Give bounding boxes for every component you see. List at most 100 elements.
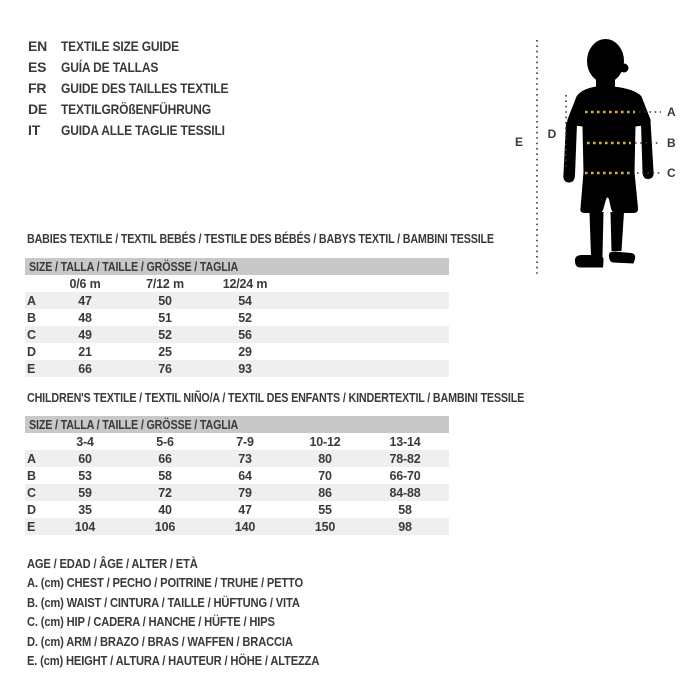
table-cell: 84-88 bbox=[389, 485, 421, 500]
marker-label-chest: A bbox=[667, 105, 676, 119]
table-cell: 66 bbox=[158, 451, 172, 466]
lang-row-de: DE TEXTILGRÖßENFÜHRUNG bbox=[28, 98, 235, 119]
table-row: E 104 106 140 150 98 bbox=[25, 518, 449, 535]
babies-section-title: BABIES TEXTILE / TEXTIL BEBÉS / TESTILE … bbox=[27, 232, 570, 246]
lang-row-en: EN TEXTILE SIZE GUIDE bbox=[28, 35, 198, 56]
column-header: 5-6 bbox=[156, 434, 174, 449]
marker-label-height: E bbox=[515, 135, 523, 149]
table-cell: 52 bbox=[158, 327, 172, 342]
column-header: 7/12 m bbox=[146, 276, 184, 291]
row-label: B bbox=[27, 310, 36, 325]
table-cell: 104 bbox=[74, 519, 96, 534]
table-cell: 56 bbox=[238, 327, 252, 342]
table-row: D 21 25 29 bbox=[25, 343, 449, 360]
size-header-bar: SIZE / TALLA / TAILLE / GRÖSSE / TAGLIA bbox=[25, 258, 449, 275]
table-cell: 40 bbox=[158, 502, 172, 517]
table-cell: 150 bbox=[314, 519, 336, 534]
table-cell: 47 bbox=[238, 502, 252, 517]
row-label: D bbox=[27, 502, 36, 517]
table-cell: 80 bbox=[318, 451, 332, 466]
table-row: A 47 50 54 bbox=[25, 292, 449, 309]
column-header: 0/6 m bbox=[69, 276, 101, 291]
row-label: E bbox=[27, 361, 36, 376]
table-cell: 58 bbox=[158, 468, 172, 483]
table-cell: 86 bbox=[318, 485, 332, 500]
lang-title: TEXTILE SIZE GUIDE bbox=[61, 37, 179, 54]
table-cell: 48 bbox=[78, 310, 92, 325]
table-row: D 35 40 47 55 58 bbox=[25, 501, 449, 518]
column-header: 7-9 bbox=[236, 434, 254, 449]
column-header-row: 3-4 5-6 7-9 10-12 13-14 bbox=[25, 433, 449, 450]
table-cell: 66 bbox=[78, 361, 92, 376]
legend-line-arm: D. (cm) ARM / BRAZO / BRAS / WAFFEN / BR… bbox=[27, 633, 293, 649]
column-header: 3-4 bbox=[76, 434, 94, 449]
size-header-label: SIZE / TALLA / TAILLE / GRÖSSE / TAGLIA bbox=[29, 259, 239, 274]
table-cell: 49 bbox=[78, 327, 92, 342]
size-header-bar: SIZE / TALLA / TAILLE / GRÖSSE / TAGLIA bbox=[25, 416, 449, 433]
table-cell: 60 bbox=[78, 451, 92, 466]
lang-code: FR bbox=[28, 79, 47, 96]
row-label: A bbox=[27, 293, 36, 308]
table-cell: 78-82 bbox=[389, 451, 421, 466]
child-silhouette-icon: A B C D E bbox=[515, 39, 676, 277]
table-cell: 50 bbox=[158, 293, 172, 308]
table-row: C 49 52 56 bbox=[25, 326, 449, 343]
table-cell: 73 bbox=[238, 451, 252, 466]
lang-title: TEXTILGRÖßENFÜHRUNG bbox=[61, 100, 211, 117]
column-header: 13-14 bbox=[389, 434, 421, 449]
table-cell: 72 bbox=[158, 485, 172, 500]
size-header-label: SIZE / TALLA / TAILLE / GRÖSSE / TAGLIA bbox=[29, 417, 239, 432]
lang-code: DE bbox=[28, 100, 48, 117]
marker-label-arm: D bbox=[548, 127, 557, 141]
column-header: 10-12 bbox=[309, 434, 341, 449]
legend-line-chest: A. (cm) CHEST / PECHO / POITRINE / TRUHE… bbox=[27, 575, 304, 591]
table-cell: 35 bbox=[78, 502, 92, 517]
legend-line-height: E. (cm) HEIGHT / ALTURA / HAUTEUR / HÖHE… bbox=[27, 652, 320, 668]
table-cell: 25 bbox=[158, 344, 172, 359]
lang-title: GUIDE DES TAILLES TEXTILE bbox=[61, 79, 229, 96]
table-cell: 51 bbox=[158, 310, 172, 325]
row-label: C bbox=[27, 485, 36, 500]
table-cell: 21 bbox=[78, 344, 92, 359]
babies-section-title-text: BABIES TEXTILE / TEXTIL BEBÉS / TESTILE … bbox=[27, 232, 494, 246]
table-cell: 52 bbox=[238, 310, 252, 325]
table-cell: 106 bbox=[154, 519, 176, 534]
legend-line-hip: C. (cm) HIP / CADERA / HANCHE / HÜFTE / … bbox=[27, 614, 275, 630]
legend-line-age: AGE / EDAD / ÂGE / ALTER / ETÀ bbox=[27, 556, 198, 571]
row-label: E bbox=[27, 519, 36, 534]
table-cell: 55 bbox=[318, 502, 332, 517]
table-cell: 53 bbox=[78, 468, 92, 483]
children-section-title: CHILDREN'S TEXTILE / TEXTIL NIÑO/A / TEX… bbox=[27, 391, 605, 405]
marker-label-hip: C bbox=[667, 166, 676, 180]
table-cell: 66-70 bbox=[389, 468, 421, 483]
lang-code: IT bbox=[28, 121, 41, 138]
table-row: C 59 72 79 86 84-88 bbox=[25, 484, 449, 501]
row-label: B bbox=[27, 468, 36, 483]
table-cell: 54 bbox=[238, 293, 252, 308]
lang-title: GUIDA ALLE TAGLIE TESSILI bbox=[61, 121, 225, 138]
row-label: A bbox=[27, 451, 36, 466]
table-cell: 64 bbox=[238, 468, 252, 483]
marker-label-waist: B bbox=[667, 136, 676, 150]
table-row: B 48 51 52 bbox=[25, 309, 449, 326]
table-row: E 66 76 93 bbox=[25, 360, 449, 377]
children-section-title-text: CHILDREN'S TEXTILE / TEXTIL NIÑO/A / TEX… bbox=[27, 391, 525, 405]
table-cell: 59 bbox=[78, 485, 92, 500]
column-header: 12/24 m bbox=[222, 276, 268, 291]
table-cell: 29 bbox=[238, 344, 252, 359]
babies-size-table: SIZE / TALLA / TAILLE / GRÖSSE / TAGLIA … bbox=[25, 258, 449, 377]
lang-code: ES bbox=[28, 58, 47, 75]
row-label: D bbox=[27, 344, 36, 359]
lang-row-es: ES GUÍA DE TALLAS bbox=[28, 56, 174, 77]
table-cell: 98 bbox=[398, 519, 412, 534]
measurement-legend: AGE / EDAD / ÂGE / ALTER / ETÀ A. (cm) C… bbox=[27, 554, 367, 670]
table-cell: 93 bbox=[238, 361, 252, 376]
table-cell: 58 bbox=[398, 502, 412, 517]
column-header-row: 0/6 m 7/12 m 12/24 m bbox=[25, 275, 449, 292]
table-cell: 70 bbox=[318, 468, 332, 483]
lang-row-fr: FR GUIDE DES TAILLES TEXTILE bbox=[28, 77, 256, 98]
lang-row-it: IT GUIDA ALLE TAGLIE TESSILI bbox=[28, 119, 251, 140]
table-row: B 53 58 64 70 66-70 bbox=[25, 467, 449, 484]
row-label: C bbox=[27, 327, 36, 342]
